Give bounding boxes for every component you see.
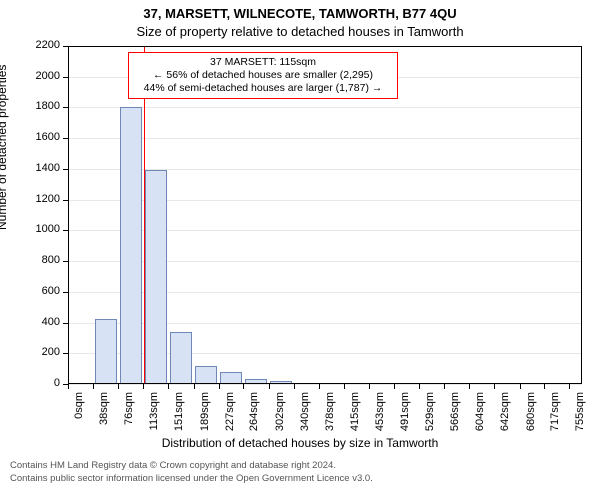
x-tick-mark [569,384,570,389]
axis-top [68,46,582,47]
x-tick-label: 642sqm [499,392,511,432]
x-tick-mark [269,384,270,389]
annotation-line1: 37 MARSETT: 115sqm [135,56,391,69]
x-tick-mark [243,384,244,389]
x-tick-label: 189sqm [199,392,211,432]
x-tick-label: 529sqm [424,392,436,432]
x-tick-label: 604sqm [474,392,486,432]
x-tick-mark [219,384,220,389]
x-tick-label: 113sqm [148,392,160,432]
x-tick-label: 302sqm [274,392,286,432]
x-tick-mark [444,384,445,389]
histogram-bar [170,332,192,384]
x-tick-label: 680sqm [525,392,537,432]
y-tick-mark [63,230,68,231]
y-tick-mark [63,323,68,324]
annotation-line3: 44% of semi-detached houses are larger (… [135,82,391,95]
x-tick-label: 717sqm [549,392,561,432]
x-tick-label: 0sqm [73,392,85,432]
x-tick-label: 415sqm [349,392,361,432]
x-tick-label: 38sqm [98,392,110,432]
y-tick-label: 600 [28,285,60,297]
plot-area: 37 MARSETT: 115sqm ← 56% of detached hou… [68,46,582,384]
y-tick-label: 1800 [28,100,60,112]
y-tick-label: 2000 [28,70,60,82]
y-tick-label: 0 [28,377,60,389]
x-tick-mark [194,384,195,389]
y-tick-label: 1200 [28,193,60,205]
x-tick-label: 227sqm [224,392,236,432]
x-tick-label: 755sqm [574,392,586,432]
annotation-line2: ← 56% of detached houses are smaller (2,… [135,69,391,82]
x-tick-mark [494,384,495,389]
y-tick-mark [63,107,68,108]
y-tick-mark [63,46,68,47]
y-tick-mark [63,353,68,354]
x-tick-mark [319,384,320,389]
footer-line2: Contains public sector information licen… [10,473,590,484]
y-tick-label: 800 [28,254,60,266]
histogram-bar [120,107,142,384]
y-tick-label: 1000 [28,223,60,235]
axis-right [581,46,582,384]
x-tick-label: 151sqm [173,392,185,432]
x-tick-mark [93,384,94,389]
y-tick-label: 2200 [28,39,60,51]
footer-line1: Contains HM Land Registry data © Crown c… [10,460,590,471]
y-tick-label: 1600 [28,131,60,143]
x-tick-label: 453sqm [374,392,386,432]
y-tick-mark [63,292,68,293]
x-tick-label: 76sqm [123,392,135,432]
histogram-bar [145,170,167,384]
x-tick-mark [369,384,370,389]
x-tick-mark [294,384,295,389]
y-tick-label: 400 [28,316,60,328]
x-tick-label: 566sqm [449,392,461,432]
x-tick-mark [544,384,545,389]
x-tick-mark [143,384,144,389]
x-tick-mark [469,384,470,389]
x-tick-label: 340sqm [299,392,311,432]
gridline [68,384,582,385]
x-tick-mark [168,384,169,389]
y-axis-label: Number of detached properties [0,65,9,230]
x-tick-mark [394,384,395,389]
chart-stage: 37, MARSETT, WILNECOTE, TAMWORTH, B77 4Q… [0,0,600,500]
x-tick-label: 264sqm [248,392,260,432]
x-tick-mark [344,384,345,389]
y-tick-mark [63,169,68,170]
chart-title-address: 37, MARSETT, WILNECOTE, TAMWORTH, B77 4Q… [0,6,600,21]
chart-subtitle: Size of property relative to detached ho… [0,24,600,39]
axis-bottom [68,383,582,384]
y-tick-mark [63,138,68,139]
y-tick-label: 200 [28,346,60,358]
x-tick-label: 491sqm [399,392,411,432]
x-tick-label: 378sqm [324,392,336,432]
axis-left [68,46,69,384]
x-tick-mark [68,384,69,389]
x-tick-mark [118,384,119,389]
y-tick-mark [63,261,68,262]
y-tick-mark [63,77,68,78]
histogram-bar [195,366,217,384]
annotation-box: 37 MARSETT: 115sqm ← 56% of detached hou… [128,52,398,99]
x-tick-mark [419,384,420,389]
y-tick-mark [63,200,68,201]
x-axis-label: Distribution of detached houses by size … [0,436,600,450]
x-tick-mark [520,384,521,389]
histogram-bar [95,319,117,384]
y-tick-label: 1400 [28,162,60,174]
